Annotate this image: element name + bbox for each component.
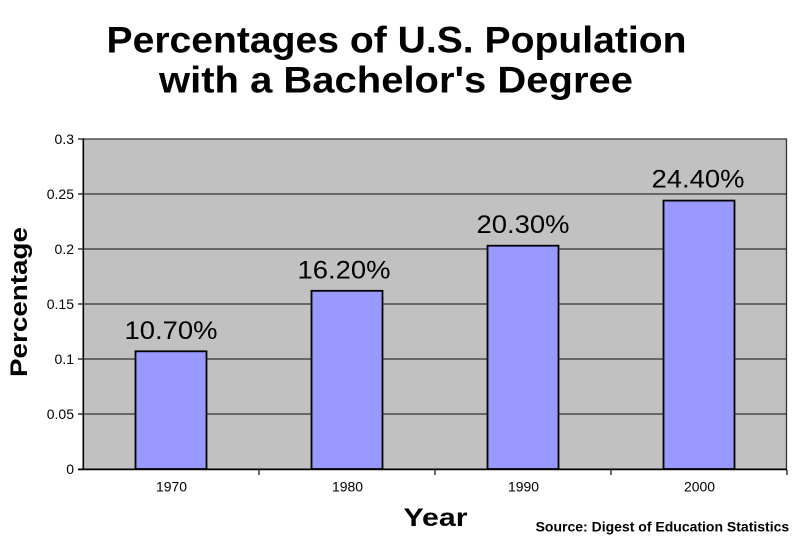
svg-text:24.40%: 24.40% xyxy=(652,166,745,194)
svg-text:0.2: 0.2 xyxy=(55,241,75,257)
svg-text:0.1: 0.1 xyxy=(55,351,75,367)
svg-text:1970: 1970 xyxy=(156,479,187,495)
svg-text:1990: 1990 xyxy=(508,479,539,495)
svg-text:16.20%: 16.20% xyxy=(298,257,391,285)
svg-text:20.30%: 20.30% xyxy=(477,211,570,239)
svg-text:Source: Digest of Education St: Source: Digest of Education Statistics xyxy=(536,519,790,535)
svg-text:Year: Year xyxy=(404,504,468,532)
svg-text:10.70%: 10.70% xyxy=(125,317,218,345)
svg-text:1980: 1980 xyxy=(332,479,363,495)
svg-text:with a Bachelor's Degree: with a Bachelor's Degree xyxy=(158,60,633,101)
svg-text:0: 0 xyxy=(66,461,74,477)
svg-text:Percentage: Percentage xyxy=(6,227,33,377)
svg-text:0.15: 0.15 xyxy=(47,296,74,312)
svg-text:0.25: 0.25 xyxy=(47,186,74,202)
svg-text:Percentages of U.S. Population: Percentages of U.S. Population xyxy=(107,20,687,61)
svg-text:0.3: 0.3 xyxy=(55,131,75,147)
svg-text:2000: 2000 xyxy=(684,479,715,495)
svg-text:0.05: 0.05 xyxy=(47,406,74,422)
